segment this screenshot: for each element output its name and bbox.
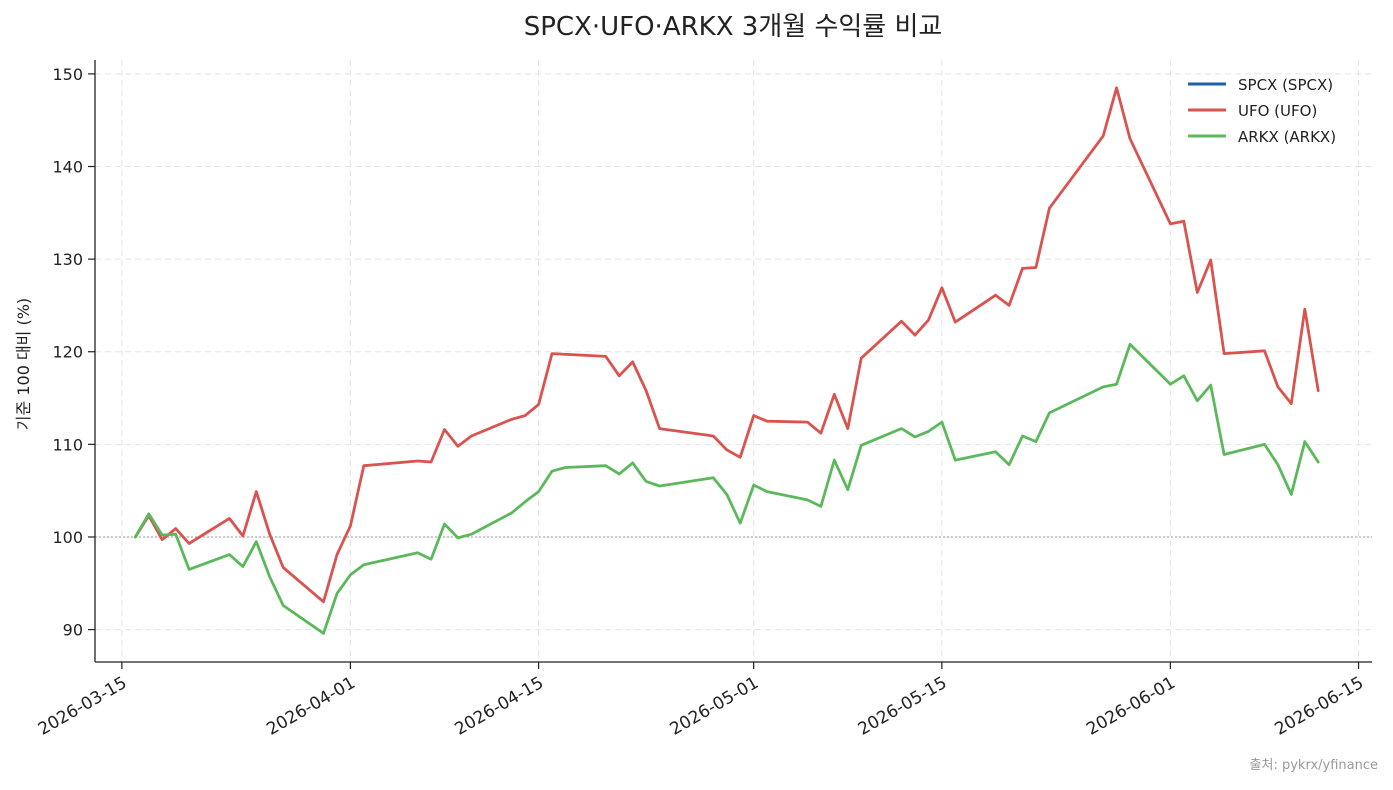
series-line-1 bbox=[133, 86, 1320, 604]
y-tick-label: 140 bbox=[52, 158, 83, 177]
y-tick-label: 120 bbox=[52, 343, 83, 362]
legend-label: SPCX (SPCX) bbox=[1238, 76, 1333, 94]
series-line-2 bbox=[133, 342, 1320, 635]
chart-title: SPCX·UFO·ARKX 3개월 수익률 비교 bbox=[524, 12, 943, 42]
y-tick-labels: 90 100 110 120 130 140 150 bbox=[52, 65, 83, 640]
y-tick-label: 150 bbox=[52, 65, 83, 84]
y-tick-label: 100 bbox=[52, 528, 83, 547]
y-tick-label: 130 bbox=[52, 250, 83, 269]
legend: SPCX (SPCX) UFO (UFO) ARKX (ARKX) bbox=[1188, 76, 1336, 146]
axes-layer bbox=[88, 60, 1372, 669]
y-tick-label: 110 bbox=[52, 435, 83, 454]
legend-label: UFO (UFO) bbox=[1238, 102, 1317, 120]
series-layer bbox=[133, 86, 1320, 635]
y-axis-label: 기준 100 대비 (%) bbox=[14, 298, 33, 430]
source-note: 출처: pykrx/yfinance bbox=[1250, 758, 1378, 773]
y-tick-label: 90 bbox=[63, 621, 83, 640]
legend-label: ARKX (ARKX) bbox=[1238, 128, 1336, 146]
